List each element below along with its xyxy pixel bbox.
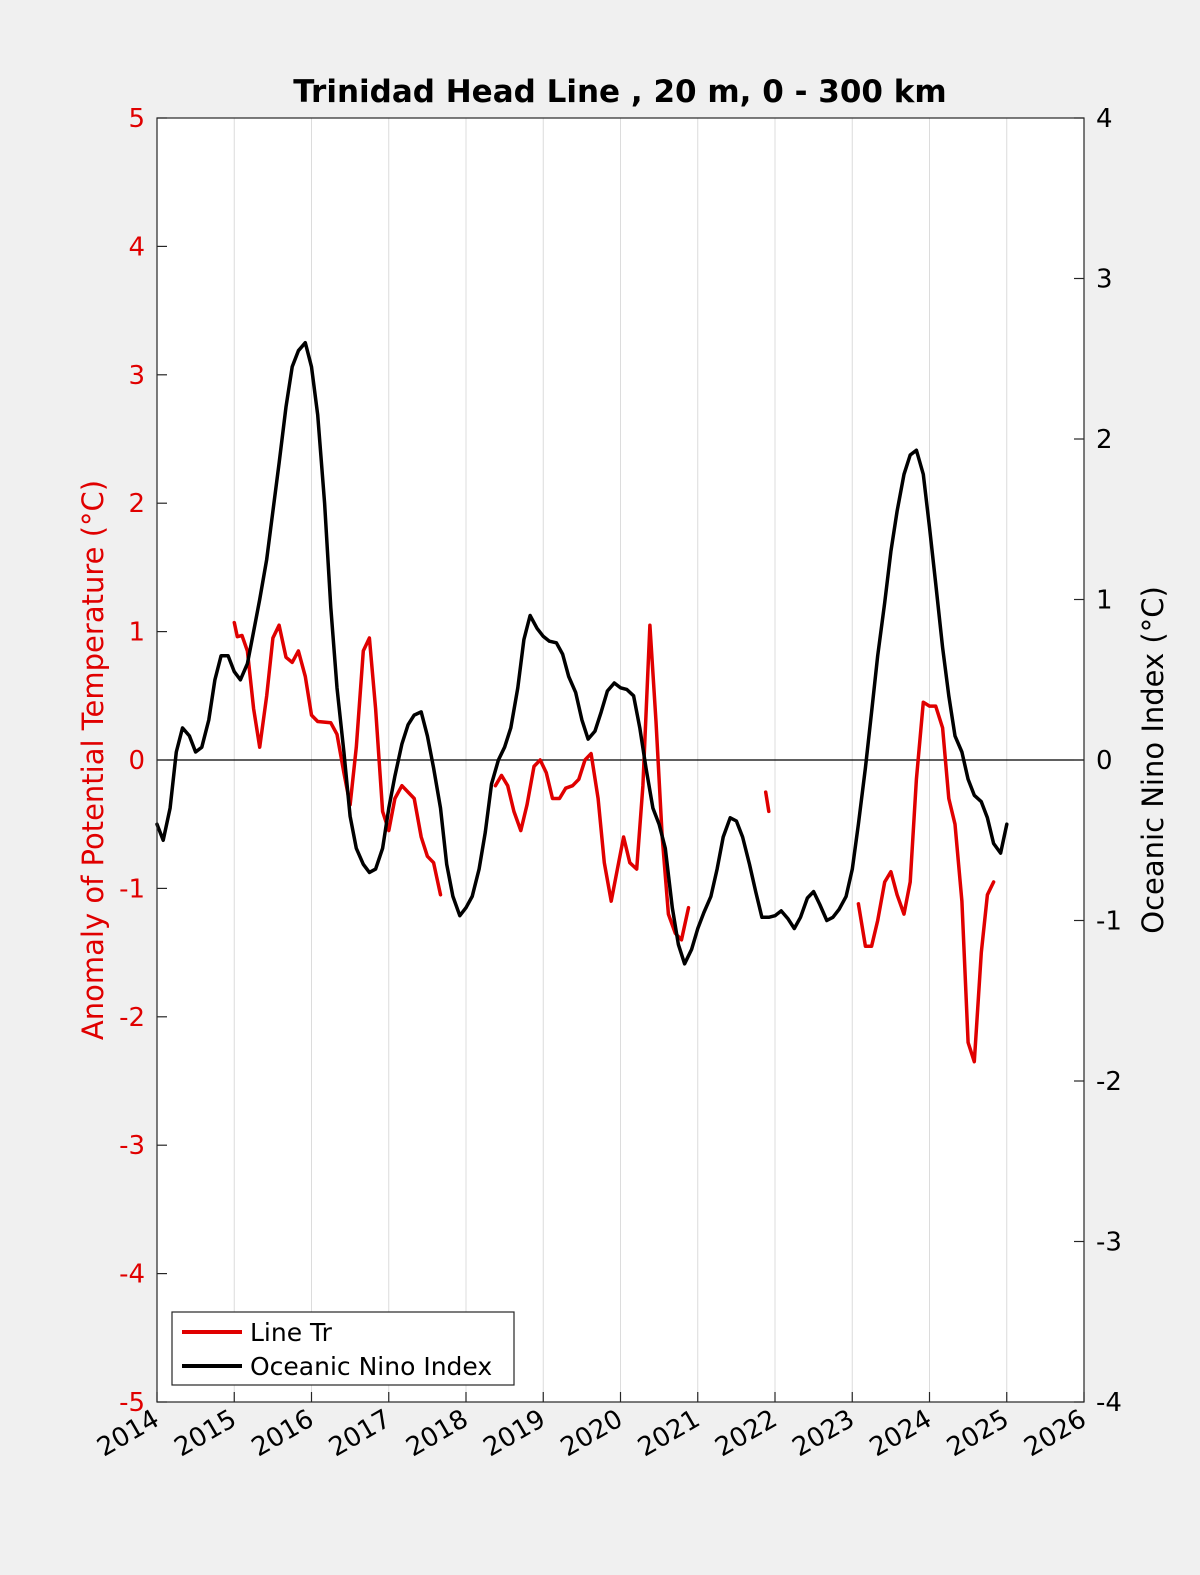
chart-title: Trinidad Head Line , 20 m, 0 - 300 km	[293, 74, 946, 110]
legend-label-line-tr: Line Tr	[250, 1318, 333, 1347]
y-right-tick-label: -4	[1096, 1388, 1122, 1418]
y-left-tick-label: 5	[128, 104, 145, 134]
line-tr-segment	[763, 790, 771, 814]
y-left-tick-label: -5	[119, 1388, 145, 1418]
series-line-tr	[232, 620, 996, 1064]
legend: Line Tr Oceanic Nino Index	[171, 1311, 515, 1386]
y-axis-left-label: Anomaly of Potential Temperature (°C)	[76, 480, 110, 1040]
y-left-tick-label: 0	[128, 746, 145, 776]
legend-box	[171, 1311, 515, 1386]
y-left-tick-label: 4	[128, 232, 145, 262]
y-left-tick-label: -4	[119, 1260, 145, 1290]
y-right-tick-label: 1	[1096, 586, 1113, 616]
line-tr-segment	[856, 700, 996, 1064]
y-right-tick-label: 3	[1096, 265, 1113, 295]
y-right-tick-label: 2	[1096, 425, 1113, 455]
y-left-tick-label: -1	[119, 874, 145, 904]
y-right-tick-label: 0	[1096, 746, 1113, 776]
y-left-tick-label: 2	[128, 489, 145, 519]
y-left-tick-label: -2	[119, 1003, 145, 1033]
y-right-tick-label: -1	[1096, 907, 1122, 937]
y-left-tick-label: -3	[119, 1131, 145, 1161]
y-right-tick-label: -3	[1096, 1228, 1122, 1258]
legend-label-oni: Oceanic Nino Index	[250, 1352, 492, 1381]
y-left-tick-label: 1	[128, 618, 145, 648]
y-right-tick-label: -2	[1096, 1067, 1122, 1097]
series-layer	[155, 340, 1009, 1064]
series-oni	[155, 340, 1009, 966]
y-right-tick-label: 4	[1096, 104, 1113, 134]
oni-segment	[155, 340, 1009, 966]
line-tr-segment	[493, 623, 691, 942]
y-left-tick-label: 3	[128, 361, 145, 391]
line-tr-segment	[232, 620, 443, 897]
y-axis-right-label: Oceanic Nino Index (°C)	[1136, 586, 1170, 934]
